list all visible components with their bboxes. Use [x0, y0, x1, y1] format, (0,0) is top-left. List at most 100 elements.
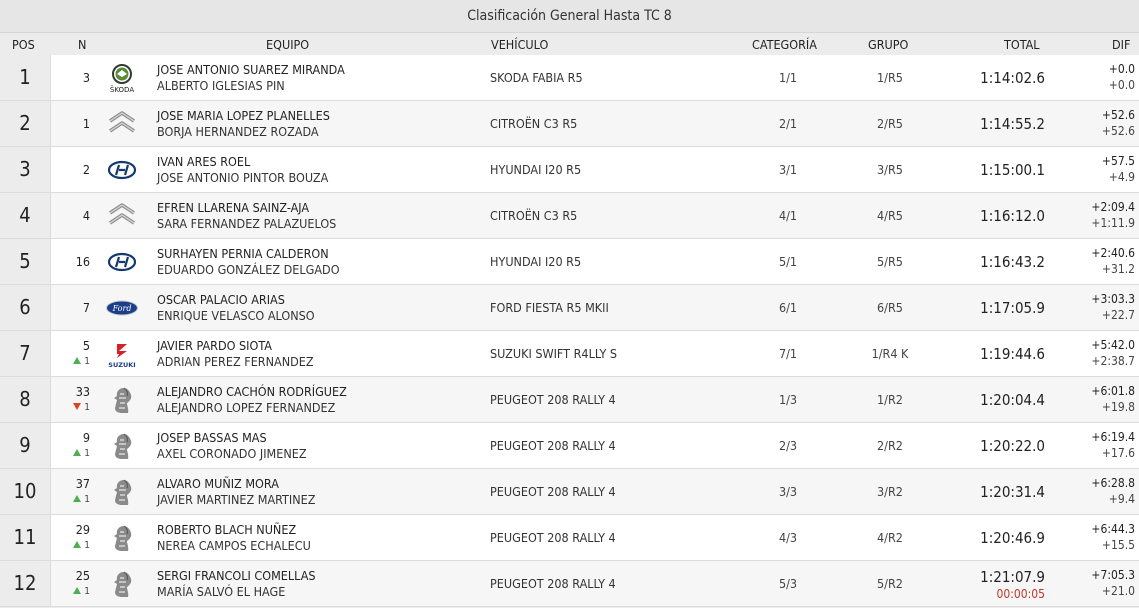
table-row[interactable]: 3 2 IVAN ARES ROEL JOSE ANTONIO PINTOR B… [0, 147, 1139, 193]
vehicle-name: FORD FIESTA R5 MKII [490, 300, 609, 315]
car-number: 9 [82, 430, 90, 445]
gap-to-leader: +6:44.3 [1091, 522, 1135, 536]
table-row[interactable]: 5 16 SURHAYEN PERNIA CALDERON EDUARDO GO… [0, 239, 1139, 285]
driver-name[interactable]: SERGI FRANCOLI COMELLAS [157, 568, 316, 583]
driver-name[interactable]: JOSE ANTONIO SUAREZ MIRANDA [157, 62, 345, 77]
vehicle-name: CITROËN C3 R5 [490, 116, 578, 131]
driver-name[interactable]: JOSEP BASSAS MAS [157, 430, 267, 445]
driver-name[interactable]: ALEJANDRO CACHÓN RODRÍGUEZ [157, 384, 347, 399]
driver-name[interactable]: ALVARO MUÑIZ MORA [157, 476, 279, 491]
table-row[interactable]: 8 33 1 ALEJANDRO CACHÓN RODRÍGUEZ ALEJAN… [0, 377, 1139, 423]
header-equipo[interactable]: EQUIPO [266, 37, 310, 52]
vehicle-name: HYUNDAI I20 R5 [490, 162, 582, 177]
codriver-name[interactable]: NEREA CAMPOS ECHALECU [157, 538, 311, 553]
codriver-name[interactable]: AXEL CORONADO JIMENEZ [157, 446, 307, 461]
codriver-name[interactable]: JOSE ANTONIO PINTOR BOUZA [157, 170, 329, 185]
car-number: 7 [82, 300, 90, 315]
position-up-icon [73, 449, 82, 456]
gap-to-previous: +19.8 [1101, 400, 1135, 414]
category-position: 1/1 [778, 70, 798, 85]
car-number: 25 [75, 568, 90, 583]
group-position: 5/R5 [877, 254, 903, 269]
table-row[interactable]: 12 25 1 SERGI FRANCOLI COMELLAS MARÍA SA… [0, 561, 1139, 607]
group-position: 4/R2 [877, 530, 903, 545]
gap-to-previous: +21.0 [1101, 584, 1135, 598]
position-change-value: 1 [84, 494, 90, 505]
group-position: 1/R2 [877, 392, 903, 407]
position-cell: 7 [0, 331, 51, 376]
driver-name[interactable]: OSCAR PALACIO ARIAS [157, 292, 285, 307]
driver-name[interactable]: JOSE MARIA LOPEZ PLANELLES [157, 108, 330, 123]
position-change-value: 1 [84, 356, 90, 367]
position-up-icon [73, 541, 82, 548]
group-position: 1/R5 [877, 70, 903, 85]
position-change: 1 [52, 448, 90, 459]
codriver-name[interactable]: ENRIQUE VELASCO ALONSO [157, 308, 315, 323]
header-pos[interactable]: POS [12, 37, 35, 52]
codriver-name[interactable]: ADRIAN PEREZ FERNANDEZ [157, 354, 314, 369]
table-row[interactable]: 1 3 ŠKODA JOSE ANTONIO SUAREZ MIRANDA AL… [0, 55, 1139, 101]
position-cell: 3 [0, 147, 51, 192]
peugeot-logo [105, 568, 139, 600]
header-n[interactable]: N [78, 37, 87, 52]
position-cell: 6 [0, 285, 51, 330]
category-position: 4/1 [778, 208, 798, 223]
position-cell: 11 [0, 515, 51, 560]
driver-name[interactable]: IVAN ARES ROEL [157, 154, 251, 169]
total-time: 1:20:31.4 [980, 483, 1045, 501]
category-position: 2/3 [778, 438, 798, 453]
category-position: 2/1 [778, 116, 798, 131]
vehicle-name: PEUGEOT 208 RALLY 4 [490, 484, 616, 499]
table-row[interactable]: 9 9 1 JOSEP BASSAS MAS AXEL CORONADO JIM… [0, 423, 1139, 469]
gap-to-previous: +9.4 [1108, 492, 1135, 506]
header-categoria[interactable]: CATEGORÍA [752, 37, 817, 52]
codriver-name[interactable]: JAVIER MARTINEZ MARTINEZ [157, 492, 316, 507]
codriver-name[interactable]: SARA FERNANDEZ PALAZUELOS [157, 216, 337, 231]
header-grupo[interactable]: GRUPO [868, 37, 909, 52]
codriver-name[interactable]: BORJA HERNANDEZ ROZADA [157, 124, 319, 139]
table-row[interactable]: 11 29 1 ROBERTO BLACH NUÑEZ NEREA CAMPOS… [0, 515, 1139, 561]
position-cell: 1 [0, 55, 51, 100]
table-header: POS N EQUIPO VEHÍCULO CATEGORÍA GRUPO TO… [0, 33, 1139, 55]
car-number: 16 [75, 254, 90, 269]
driver-name[interactable]: JAVIER PARDO SIOTA [157, 338, 272, 353]
group-position: 4/R5 [877, 208, 903, 223]
total-time: 1:16:12.0 [980, 207, 1045, 225]
header-total[interactable]: TOTAL [1004, 37, 1040, 52]
codriver-name[interactable]: ALEJANDRO LOPEZ FERNANDEZ [157, 400, 336, 415]
category-position: 3/3 [778, 484, 798, 499]
table-row[interactable]: 10 37 1 ALVARO MUÑIZ MORA JAVIER MARTINE… [0, 469, 1139, 515]
car-number: 29 [75, 522, 90, 537]
table-row[interactable]: 4 4 EFREN LLARENA SAINZ-AJA SARA FERNAND… [0, 193, 1139, 239]
group-position: 6/R5 [877, 300, 903, 315]
gap-to-leader: +5:42.0 [1091, 338, 1135, 352]
category-position: 3/1 [778, 162, 798, 177]
total-time: 1:19:44.6 [980, 345, 1045, 363]
position-change-value: 1 [84, 586, 90, 597]
car-number: 37 [75, 476, 90, 491]
position-change: 1 [52, 540, 90, 551]
driver-name[interactable]: ROBERTO BLACH NUÑEZ [157, 522, 297, 537]
gap-to-previous: +4.9 [1108, 170, 1135, 184]
position-cell: 8 [0, 377, 51, 422]
car-number: 2 [82, 162, 90, 177]
codriver-name[interactable]: ALBERTO IGLESIAS PIN [157, 78, 285, 93]
header-vehiculo[interactable]: VEHÍCULO [491, 37, 549, 52]
codriver-name[interactable]: EDUARDO GONZÁLEZ DELGADO [157, 262, 340, 277]
hyundai-logo [105, 246, 139, 278]
category-position: 5/3 [778, 576, 798, 591]
vehicle-name: SUZUKI SWIFT R4LLY S [490, 346, 618, 361]
driver-name[interactable]: EFREN LLARENA SAINZ-AJA [157, 200, 310, 215]
driver-name[interactable]: SURHAYEN PERNIA CALDERON [157, 246, 329, 261]
category-position: 1/3 [778, 392, 798, 407]
group-position: 3/R2 [877, 484, 903, 499]
total-time: 1:17:05.9 [980, 299, 1045, 317]
header-dif[interactable]: DIF [1112, 37, 1131, 52]
position-up-icon [73, 587, 82, 594]
position-change-value: 1 [84, 448, 90, 459]
table-row[interactable]: 2 1 JOSE MARIA LOPEZ PLANELLES BORJA HER… [0, 101, 1139, 147]
table-row[interactable]: 6 7 Ford OSCAR PALACIO ARIAS ENRIQUE VEL… [0, 285, 1139, 331]
table-row[interactable]: 7 5 1 SUZUKI JAVIER PARDO SIOTA ADRIAN P… [0, 331, 1139, 377]
codriver-name[interactable]: MARÍA SALVÓ EL HAGE [157, 584, 286, 599]
